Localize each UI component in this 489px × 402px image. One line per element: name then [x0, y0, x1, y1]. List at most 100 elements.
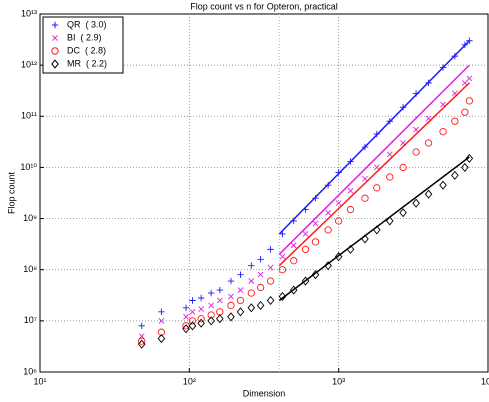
- data-point: [237, 271, 244, 278]
- data-point: [301, 245, 310, 253]
- legend-label: DC ( 2.8): [67, 45, 106, 55]
- data-point: [248, 278, 255, 284]
- data-point: [451, 117, 459, 125]
- data-point: [257, 271, 264, 278]
- data-point: [216, 308, 224, 316]
- data-point: [197, 294, 205, 302]
- data-point: [311, 238, 320, 246]
- data-point: [189, 297, 196, 304]
- data-point: [346, 205, 355, 214]
- data-point: [311, 270, 320, 280]
- data-point: [157, 328, 166, 336]
- legend-label: MR ( 2.2): [67, 58, 107, 68]
- data-point: [465, 97, 473, 105]
- data-point: [290, 257, 298, 265]
- data-point: [227, 312, 235, 322]
- data-point: [412, 198, 420, 208]
- data-point: [189, 308, 196, 315]
- data-point: [266, 295, 275, 306]
- data-point: [256, 283, 265, 292]
- legend-marker: [51, 47, 59, 55]
- data-point: [290, 242, 297, 249]
- data-point: [257, 256, 264, 263]
- y-tick-label: 10⁶: [23, 366, 37, 376]
- data-point: [138, 337, 146, 345]
- plot-frame: [39, 13, 489, 373]
- legend-box: [42, 16, 124, 74]
- data-point: [183, 313, 189, 320]
- x-tick-label: 10²: [183, 376, 196, 386]
- data-point: [216, 314, 224, 324]
- data-point: [247, 303, 256, 313]
- legend-marker: [51, 59, 59, 69]
- data-point: [207, 311, 215, 319]
- data-point: [188, 317, 197, 325]
- data-point: [412, 148, 420, 156]
- legend-label: BI ( 2.9): [67, 32, 102, 42]
- x-axis-label: Dimension: [243, 388, 286, 398]
- data-point: [158, 317, 165, 324]
- legend-label: QR ( 3.0): [67, 19, 107, 29]
- data-point: [228, 293, 234, 300]
- data-point: [399, 208, 407, 218]
- data-point: [188, 321, 197, 331]
- data-point: [373, 164, 380, 171]
- data-point: [137, 339, 146, 349]
- data-point: [347, 187, 354, 194]
- data-point: [207, 316, 215, 326]
- data-point: [157, 334, 166, 344]
- data-point: [361, 194, 369, 202]
- y-tick-label: 10¹³: [21, 8, 37, 18]
- data-point: [335, 217, 343, 225]
- x-tick-label: 10³: [332, 376, 345, 386]
- data-point: [198, 306, 205, 312]
- y-tick-label: 10⁹: [23, 213, 37, 223]
- data-point: [465, 153, 474, 163]
- data-point: [236, 307, 245, 317]
- legend-marker: [51, 21, 59, 29]
- data-point: [279, 253, 286, 260]
- data-point: [386, 173, 394, 181]
- data-point: [256, 300, 265, 311]
- data-point: [413, 126, 419, 133]
- data-point: [216, 286, 224, 294]
- data-point: [439, 180, 447, 190]
- data-point: [227, 301, 235, 310]
- data-point: [362, 175, 368, 182]
- data-point: [334, 252, 343, 262]
- data-point: [312, 220, 319, 227]
- data-point: [267, 264, 274, 271]
- fit-line: [278, 40, 470, 235]
- data-point: [227, 277, 235, 285]
- data-point: [373, 184, 381, 192]
- data-point: [182, 304, 190, 312]
- data-point: [158, 308, 165, 316]
- data-point: [424, 139, 433, 147]
- data-point: [424, 189, 433, 199]
- chart-title: Flop count vs n for Opteron, practical: [190, 1, 338, 11]
- y-tick-label: 10⁸: [23, 264, 37, 274]
- data-point: [451, 170, 459, 180]
- data-point: [466, 75, 473, 82]
- y-tick-label: 10⁷: [24, 315, 37, 325]
- data-point: [208, 302, 215, 309]
- data-point: [386, 151, 393, 158]
- data-point: [236, 296, 245, 305]
- fit-line: [278, 156, 470, 302]
- data-point: [266, 277, 275, 285]
- data-point: [197, 318, 205, 328]
- data-point: [386, 216, 394, 226]
- data-point: [325, 209, 332, 216]
- fit-line: [278, 64, 470, 255]
- data-point: [439, 128, 447, 136]
- data-point: [302, 231, 309, 237]
- data-point: [278, 291, 287, 301]
- data-point: [399, 163, 407, 171]
- data-point: [237, 287, 244, 293]
- fit-line: [278, 82, 470, 267]
- legend-marker: [52, 35, 58, 41]
- data-point: [461, 108, 469, 116]
- data-point: [278, 266, 287, 274]
- data-point: [267, 246, 274, 253]
- data-point: [207, 289, 215, 297]
